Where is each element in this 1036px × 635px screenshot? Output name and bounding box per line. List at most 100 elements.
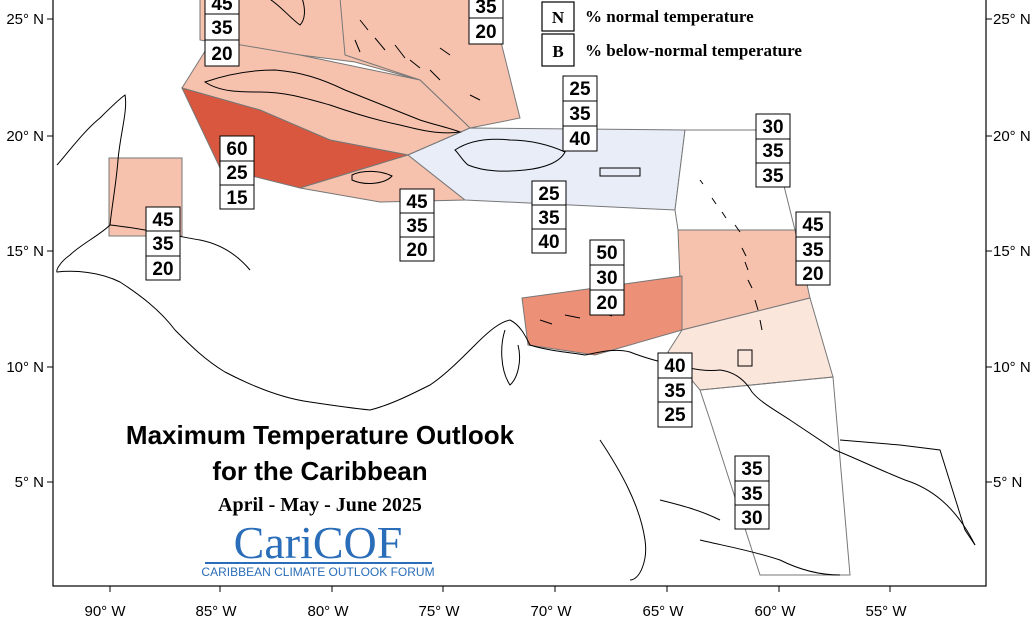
coast-florida bbox=[270, 0, 305, 26]
coast-puerto-rico bbox=[599, 167, 641, 177]
prob-value: 35 bbox=[741, 484, 763, 505]
prob-value: 25 bbox=[569, 79, 591, 100]
prob-value: 60 bbox=[226, 139, 247, 160]
prob-value: 35 bbox=[152, 234, 174, 255]
title-line-2: for the Caribbean bbox=[212, 456, 427, 486]
prob-value: 35 bbox=[211, 18, 233, 39]
prob-value: 25 bbox=[226, 163, 248, 184]
coast-lake-maracaibo bbox=[501, 329, 521, 386]
legend-text: % normal temperature bbox=[585, 7, 754, 26]
prob-box-hispaniola-north: 25 35 40 bbox=[562, 75, 598, 152]
coast-lesser-antilles bbox=[699, 179, 763, 331]
prob-value: 45 bbox=[211, 0, 233, 15]
x-axis-labels: 90° W 85° W 80° W 75° W 70° W 65° W 60° … bbox=[84, 603, 907, 620]
y-tick-label: 20° N bbox=[6, 128, 44, 145]
coast-colombia bbox=[509, 319, 976, 546]
legend-key: B bbox=[552, 42, 563, 61]
prob-box-trinidad: 40 35 25 bbox=[657, 352, 693, 428]
prob-value: 20 bbox=[406, 240, 427, 261]
legend-key-box bbox=[541, 1, 575, 32]
prob-value: 50 bbox=[596, 243, 617, 264]
x-tick-label: 80° W bbox=[307, 603, 349, 620]
coast-cuba bbox=[203, 69, 462, 134]
legend-key-box bbox=[541, 33, 575, 67]
prob-value: 20 bbox=[802, 264, 823, 285]
prob-value: 35 bbox=[802, 240, 824, 261]
prob-value: 30 bbox=[762, 117, 783, 138]
prob-box-guianas: 35 35 30 bbox=[734, 455, 770, 530]
coastlines bbox=[56, 0, 976, 581]
prob-value: 20 bbox=[475, 22, 496, 43]
region-guianas bbox=[699, 376, 851, 576]
prob-value: 40 bbox=[569, 129, 590, 150]
title-line-1: Maximum Temperature Outlook bbox=[126, 420, 515, 450]
prob-value: 20 bbox=[211, 44, 232, 65]
x-tick-label: 55° W bbox=[865, 603, 907, 620]
legend-key: N bbox=[552, 8, 565, 27]
y-tick-label: 10° N bbox=[993, 359, 1031, 376]
map-title: Maximum Temperature Outlook for the Cari… bbox=[126, 420, 515, 516]
prob-value: 25 bbox=[664, 405, 686, 426]
prob-box-belize: 45 35 20 bbox=[145, 206, 181, 281]
coast-hispaniola bbox=[454, 138, 566, 172]
y-tick-label: 25° N bbox=[6, 11, 44, 28]
coast-jamaica bbox=[351, 170, 393, 184]
y-axis-labels-left: 25° N 20° N 15° N 10° N 5° N bbox=[6, 11, 44, 491]
x-tick-label: 60° W bbox=[754, 603, 796, 620]
x-tick-label: 90° W bbox=[84, 603, 126, 620]
prob-value: 35 bbox=[569, 104, 591, 125]
logo-wordmark: CariCOF bbox=[234, 517, 403, 568]
prob-value: 20 bbox=[152, 259, 173, 280]
prob-box-bahamas-east: 35 20 bbox=[468, 0, 504, 45]
x-tick-label: 65° W bbox=[642, 603, 684, 620]
coast-trinidad bbox=[737, 349, 753, 367]
prob-value: 35 bbox=[741, 459, 763, 480]
prob-box-jamaica: 45 35 20 bbox=[399, 188, 435, 262]
logo-tagline: CARIBBEAN CLIMATE OUTLOOK FORUM bbox=[201, 565, 434, 579]
prob-value: 35 bbox=[762, 166, 784, 187]
x-tick-label: 70° W bbox=[530, 603, 572, 620]
coast-gulf-honduras bbox=[109, 224, 251, 271]
prob-value: 35 bbox=[475, 0, 497, 18]
prob-box-bahamas-north: 45 35 20 bbox=[204, 0, 240, 67]
prob-value: 30 bbox=[741, 508, 762, 529]
prob-box-windward: 45 35 20 bbox=[795, 211, 831, 286]
y-tick-label: 5° N bbox=[993, 474, 1022, 491]
prob-value: 45 bbox=[152, 210, 174, 231]
y-tick-label: 15° N bbox=[993, 243, 1031, 260]
prob-value: 40 bbox=[664, 356, 685, 377]
prob-value: 35 bbox=[664, 381, 686, 402]
prob-box-cayman: 60 25 15 bbox=[219, 135, 255, 210]
prob-value: 35 bbox=[538, 208, 560, 229]
x-tick-label: 85° W bbox=[195, 603, 237, 620]
prob-value: 25 bbox=[538, 184, 560, 205]
coast-central-america bbox=[56, 94, 511, 411]
prob-boxes: 45 35 20 35 20 25 35 40 60 25 bbox=[145, 0, 831, 530]
legend-text: % below-normal temperature bbox=[585, 41, 802, 60]
prob-value: 35 bbox=[406, 216, 428, 237]
x-tick-label: 75° W bbox=[418, 603, 460, 620]
prob-value: 35 bbox=[762, 141, 784, 162]
forecast-regions bbox=[108, 0, 851, 576]
caricof-logo: CariCOF CARIBBEAN CLIMATE OUTLOOK FORUM bbox=[201, 517, 434, 579]
prob-value: 45 bbox=[406, 192, 428, 213]
prob-box-abc: 50 30 20 bbox=[589, 239, 625, 316]
title-period: April - May - June 2025 bbox=[218, 494, 422, 516]
prob-box-leeward: 30 35 35 bbox=[755, 113, 791, 188]
prob-value: 45 bbox=[802, 215, 824, 236]
y-tick-label: 25° N bbox=[993, 11, 1031, 28]
y-tick-label: 10° N bbox=[6, 359, 44, 376]
legend: N % normal temperature B % below-normal … bbox=[541, 1, 802, 67]
y-tick-label: 15° N bbox=[6, 243, 44, 260]
y-tick-label: 5° N bbox=[15, 474, 44, 491]
y-axis-labels-right: 25° N 20° N 15° N 10° N 5° N bbox=[993, 11, 1031, 491]
prob-value: 40 bbox=[538, 232, 559, 253]
prob-box-hispaniola-south: 25 35 40 bbox=[531, 180, 567, 254]
prob-value: 20 bbox=[596, 293, 617, 314]
coast-bahamas bbox=[354, 19, 481, 101]
axis-ticks bbox=[47, 18, 992, 592]
y-tick-label: 20° N bbox=[993, 128, 1031, 145]
prob-value: 15 bbox=[226, 188, 248, 209]
